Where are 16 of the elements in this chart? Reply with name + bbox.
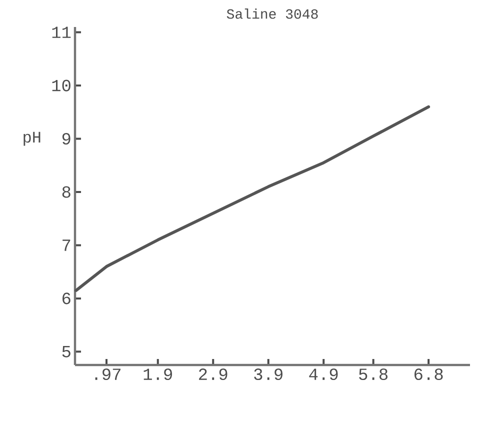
y-tick-label: 6 [62, 292, 70, 304]
y-tick-label: 5 [62, 346, 70, 358]
x-tick-label: 1.9 [144, 368, 172, 380]
y-tick-label: 8 [62, 186, 70, 198]
chart-title: Saline 3048 [226, 8, 318, 19]
x-tick-label: 5.8 [359, 368, 388, 380]
x-tick-label: 4.9 [309, 368, 338, 380]
x-tick-label: 2.9 [199, 368, 228, 380]
x-tick-label: 6.8 [414, 368, 443, 380]
x-tick-label: 3.9 [254, 368, 282, 380]
x-tick-label: .97 [95, 368, 120, 380]
y-tick-label: 9 [62, 132, 70, 145]
y-tick-label: 7 [62, 240, 70, 251]
y-tick-label: 10 [52, 80, 70, 92]
y-axis-title: pH [24, 132, 40, 146]
y-tick-label: 11 [52, 26, 71, 38]
